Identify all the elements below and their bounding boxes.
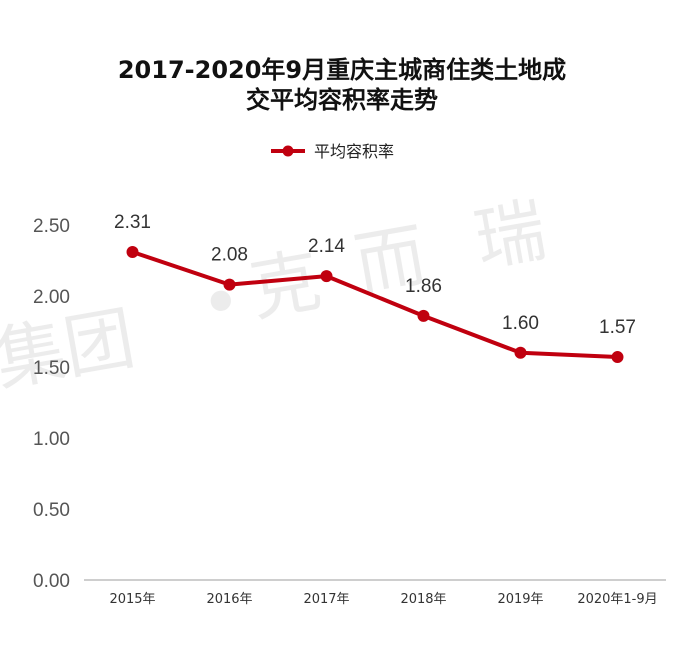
data-labels: 2.31 2.08 2.14 1.86 1.60 1.57 — [114, 212, 636, 338]
data-point-4 — [514, 346, 527, 359]
data-point-0 — [126, 245, 139, 258]
data-label-1: 2.08 — [211, 245, 248, 266]
y-tick-label-5: 2.50 — [33, 216, 70, 237]
watermark-text-1: 集团 — [0, 297, 141, 402]
x-axis-ticks: 2015年 2016年 2017年 2018年 2019年 2020年1-9月 — [109, 592, 657, 607]
series-points — [126, 245, 624, 364]
data-point-5 — [611, 351, 624, 364]
series-line-平均容积率 — [130, 249, 620, 360]
data-point-2 — [320, 270, 333, 283]
y-tick-label-2: 1.00 — [33, 429, 70, 450]
y-tick-label-3: 1.50 — [33, 358, 70, 379]
data-label-3: 1.86 — [405, 276, 442, 297]
legend-marker — [282, 145, 294, 157]
data-label-0: 2.31 — [114, 212, 151, 233]
y-tick-label-0: 0.00 — [33, 571, 70, 592]
watermark-text-3: 克 — [244, 239, 327, 332]
x-tick-label-5: 2020年1-9月 — [577, 592, 657, 607]
data-label-5: 1.57 — [599, 317, 636, 338]
watermark-text-5: 瑞 — [469, 189, 552, 282]
data-label-2: 2.14 — [308, 236, 345, 257]
x-tick-label-1: 2016年 — [206, 592, 252, 607]
data-point-3 — [417, 309, 430, 322]
watermark: 集团 • 克 而 瑞 — [0, 189, 552, 402]
data-point-1 — [223, 278, 236, 291]
y-tick-label-1: 0.50 — [33, 500, 70, 521]
x-tick-label-3: 2018年 — [400, 592, 446, 607]
legend: 平均容积率 — [271, 142, 394, 161]
y-tick-label-4: 2.00 — [33, 287, 70, 308]
x-tick-label-4: 2019年 — [497, 592, 543, 607]
watermark-text-2: • — [194, 259, 249, 347]
y-axis-ticks: 0.00 0.50 1.00 1.50 2.00 2.50 — [33, 216, 70, 592]
chart-title-line-1: 2017-2020年9月重庆主城商住类土地成 — [118, 56, 566, 84]
x-tick-label-2: 2017年 — [303, 592, 349, 607]
data-label-4: 1.60 — [502, 313, 539, 334]
x-tick-label-0: 2015年 — [109, 592, 155, 607]
legend-label: 平均容积率 — [314, 142, 394, 161]
chart-title-line-2: 交平均容积率走势 — [246, 86, 438, 114]
